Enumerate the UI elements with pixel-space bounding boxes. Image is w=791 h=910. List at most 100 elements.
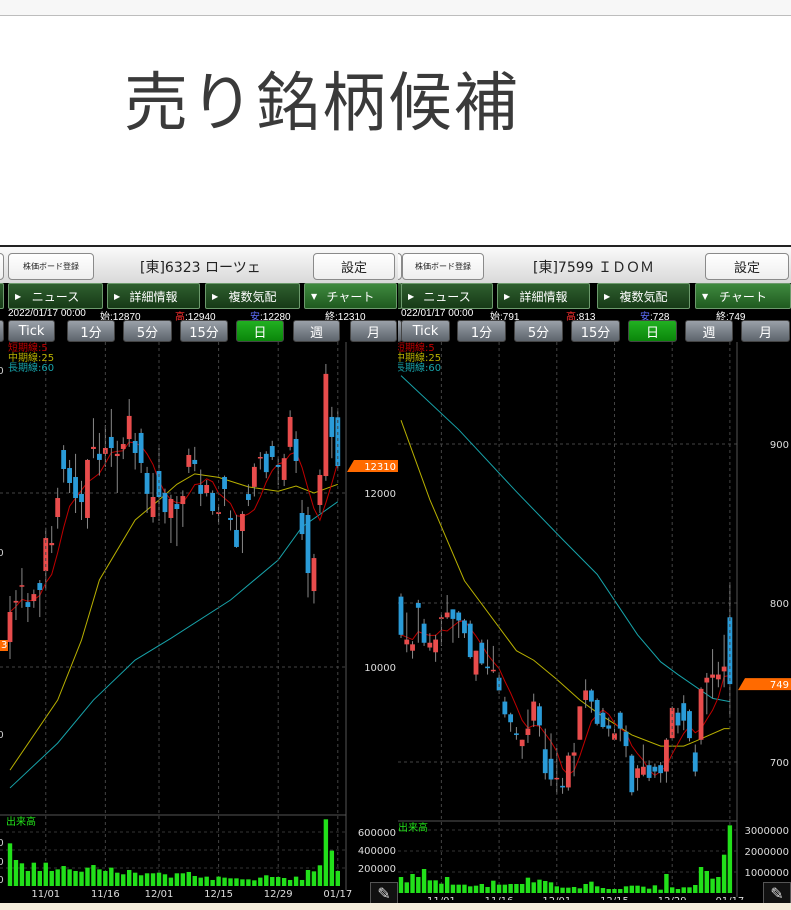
stock-symbol-title: [東]6323 ローツェ — [140, 260, 261, 276]
candlestick — [698, 687, 704, 745]
candlestick — [537, 703, 542, 737]
nav-news-button[interactable]: ▶ ニュース — [401, 283, 493, 309]
period-1-button[interactable]: 1分 — [457, 320, 506, 342]
candle-body-up — [281, 458, 287, 480]
nav-detail-info-button[interactable]: ▶ 詳細情報 — [107, 283, 200, 309]
settings-button[interactable]: 設定 — [313, 253, 395, 280]
settings-button[interactable]: 設定 — [705, 253, 789, 280]
candlestick — [126, 399, 132, 447]
period-2-button[interactable]: 5分 — [123, 320, 172, 342]
candlestick — [664, 738, 669, 783]
cut-volume-label: 00 — [0, 875, 4, 886]
period-1-button[interactable]: 1分 — [67, 320, 115, 342]
nav-label: ニュース — [31, 289, 80, 304]
cut-button[interactable] — [398, 253, 402, 280]
candle-body-up — [31, 594, 37, 602]
candle-body-down — [162, 493, 168, 513]
candlestick — [97, 432, 102, 476]
candle-body-up — [669, 707, 675, 739]
volume-bar — [693, 884, 698, 893]
candle-body-up — [120, 444, 126, 449]
volume-bar — [329, 850, 335, 886]
period-6-button[interactable]: 月 — [350, 320, 397, 342]
volume-bar — [606, 889, 611, 893]
volume-bar — [721, 854, 727, 893]
nav-multi-quote-button[interactable]: ▶ 複数気配 — [597, 283, 690, 309]
price-chart: 11/01 11/16 12/01 12/15 12/29 01/17 700 800 900 1… — [398, 342, 791, 900]
nav-news-button[interactable]: ▶ ニュース — [8, 283, 103, 309]
candlestick — [114, 440, 120, 493]
candlestick — [473, 650, 479, 681]
period-3-button[interactable]: 15分 — [571, 320, 620, 342]
date-tick-label: 12/29 — [264, 889, 293, 900]
quote-high-value: 813 — [578, 312, 596, 323]
ma-long-line — [9, 501, 339, 789]
candlestick — [467, 620, 473, 659]
period-cut[interactable] — [0, 320, 4, 342]
volume-bar — [31, 862, 37, 886]
period-2-button[interactable]: 5分 — [514, 320, 563, 342]
volume-bar — [698, 867, 704, 893]
cut-price-label: 00 — [0, 730, 4, 741]
period-3-button[interactable]: 15分 — [180, 320, 228, 342]
quote-open: 始:791 — [490, 308, 519, 323]
period-4-button[interactable]: 日 — [236, 320, 284, 342]
candle-body-up — [257, 456, 263, 459]
period-6-button[interactable]: 月 — [741, 320, 790, 342]
nav-cut[interactable] — [0, 283, 4, 309]
nav-label: 複数気配 — [228, 289, 277, 304]
candle-body-down — [299, 513, 305, 535]
candle-body-up — [490, 669, 496, 672]
candle-body-down — [421, 623, 427, 643]
candle-body-up — [91, 446, 96, 449]
date-tick-label: 01/17 — [715, 896, 744, 900]
cut-button[interactable] — [0, 253, 4, 280]
colon: : — [185, 312, 188, 323]
candle-body-down — [681, 703, 687, 721]
quote-low-value: 12280 — [262, 312, 291, 323]
nav-detail-info-button[interactable]: ▶ 詳細情報 — [497, 283, 590, 309]
candle-body-up — [150, 497, 156, 518]
nav-label: ニュース — [423, 289, 471, 304]
date-tick-label: 11/01 — [427, 896, 456, 900]
candlestick — [594, 698, 600, 726]
candle-body-up — [55, 498, 61, 518]
candlestick — [150, 472, 156, 523]
quote-open-value: 12870 — [112, 312, 141, 323]
candle-body-down — [156, 470, 162, 498]
candle-body-down — [269, 446, 275, 457]
candlestick — [323, 363, 329, 481]
candle-body-down — [275, 464, 281, 467]
candle-body-down — [537, 706, 542, 726]
volume-bar — [299, 879, 305, 886]
period-tick-button[interactable]: Tick — [8, 320, 55, 342]
candlestick — [156, 447, 162, 521]
top-bar — [0, 0, 791, 16]
volume-bar — [67, 869, 72, 886]
period-tick-button[interactable]: Tick — [401, 320, 450, 342]
draw-tool-button[interactable]: ✎ — [370, 882, 398, 906]
quote-close-label: 終 — [325, 312, 335, 323]
candlestick — [192, 446, 198, 472]
date-tick-label: 12/15 — [204, 889, 233, 900]
volume-bar — [727, 825, 733, 893]
volume-bar — [281, 877, 287, 886]
candle-body-down — [594, 699, 600, 724]
candlestick — [132, 432, 138, 470]
stock-board-register-button[interactable]: 株価ボード登録 — [8, 253, 94, 280]
candle-body-down — [589, 690, 594, 702]
period-4-button[interactable]: 日 — [628, 320, 677, 342]
draw-tool-button[interactable]: ✎ — [763, 882, 791, 906]
nav-chart-button[interactable]: ▼ チャート — [695, 283, 791, 309]
stock-board-register-button[interactable]: 株価ボード登録 — [402, 253, 484, 280]
candle-body-up — [664, 739, 669, 772]
candle-body-down — [398, 596, 404, 635]
candle-body-down — [606, 725, 612, 729]
candlestick — [681, 695, 687, 731]
colon: : — [500, 312, 503, 323]
period-5-button[interactable]: 週 — [293, 320, 340, 342]
volume-bar — [162, 874, 168, 886]
period-5-button[interactable]: 週 — [685, 320, 733, 342]
nav-chart-button[interactable]: ▼ チャート — [304, 283, 397, 309]
nav-multi-quote-button[interactable]: ▶ 複数気配 — [205, 283, 300, 309]
